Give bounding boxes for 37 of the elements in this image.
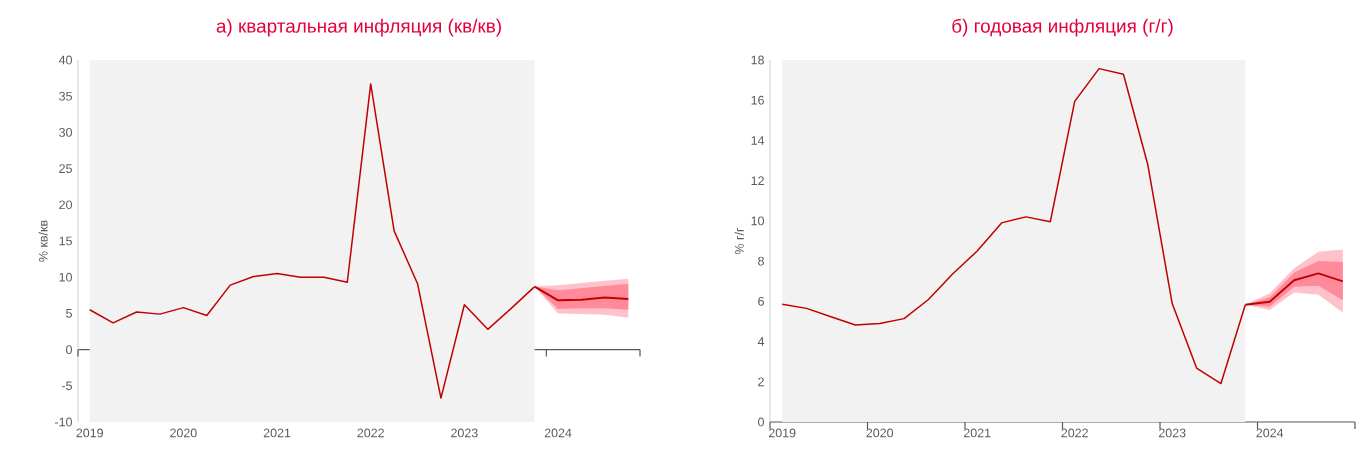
y-tick-label: 20 [59, 200, 72, 210]
x-tick-label: 2022 [1061, 428, 1088, 438]
x-tick-label: 2020 [170, 428, 197, 438]
y-tick-label: 35 [59, 91, 72, 101]
x-tick-label: 2020 [866, 428, 894, 438]
y-tick-label: 0 [758, 417, 764, 427]
y-tick-label: 12 [751, 176, 764, 186]
x-tick-label: 2024 [1256, 428, 1284, 438]
y-tick-label: -10 [55, 417, 72, 427]
chart-title: а) квартальная инфляция (кв/кв) [216, 18, 501, 37]
y-tick-label: 2 [758, 377, 764, 387]
x-tick-label: 2019 [76, 428, 103, 438]
y-tick-label: 10 [751, 216, 764, 226]
x-tick-label: 2023 [451, 428, 478, 438]
y-tick-label: 40 [58, 55, 72, 65]
y-tick-label: 10 [59, 272, 72, 282]
x-tick-label: 2021 [263, 428, 291, 438]
x-tick-label: 2023 [1158, 428, 1186, 438]
y-tick-label: 5 [66, 309, 72, 318]
y-tick-label: 4 [757, 337, 765, 346]
y-tick-label: -5 [61, 381, 72, 391]
y-tick-label: 8 [758, 256, 764, 266]
x-tick-label: 2019 [768, 428, 796, 438]
y-tick-label: 25 [59, 164, 72, 174]
y-tick-label: 14 [751, 136, 765, 145]
chart-title: б) годовая инфляция (г/г) [952, 18, 1173, 37]
x-tick-label: 2022 [357, 428, 384, 438]
y-tick-label: 16 [751, 95, 764, 105]
y-tick-label: 0 [66, 345, 72, 355]
y-tick-label: 30 [59, 128, 72, 137]
y-axis-title: % г/г [734, 227, 744, 255]
x-tick-label: 2021 [963, 428, 991, 438]
y-tick-label: 15 [59, 236, 72, 246]
x-tick-label: 2024 [544, 428, 572, 438]
y-axis-title: % кв/кв [38, 220, 48, 262]
y-tick-label: 6 [758, 296, 764, 306]
y-tick-label: 18 [751, 55, 764, 65]
